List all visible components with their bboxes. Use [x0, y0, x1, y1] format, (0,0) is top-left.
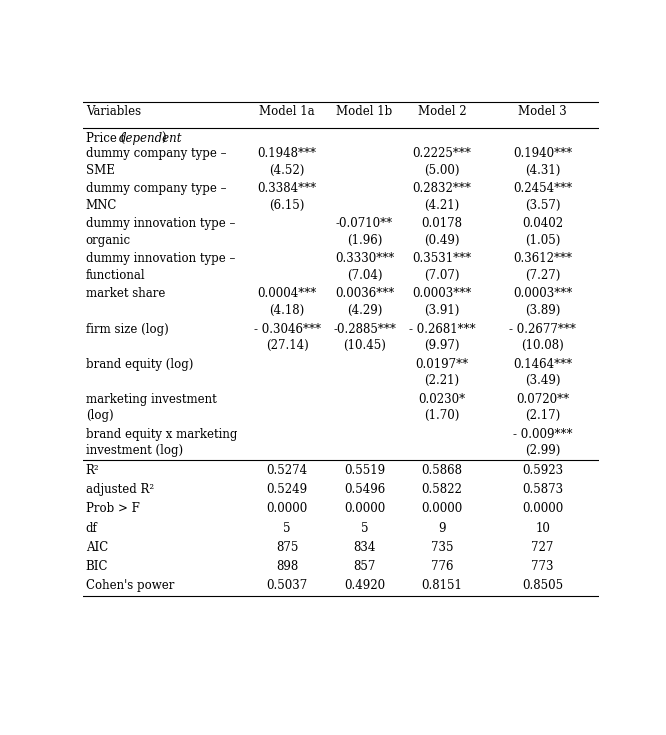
Text: 773: 773 [531, 560, 554, 573]
Text: 0.5923: 0.5923 [522, 464, 563, 477]
Text: brand equity (log): brand equity (log) [86, 358, 193, 370]
Text: 834: 834 [354, 541, 376, 554]
Text: dummy innovation type –
organic: dummy innovation type – organic [86, 218, 235, 247]
Text: 0.0402
(1.05): 0.0402 (1.05) [522, 218, 563, 247]
Text: 0.1464***
(3.49): 0.1464*** (3.49) [513, 358, 572, 387]
Text: 0.3330***
(7.04): 0.3330*** (7.04) [335, 252, 394, 282]
Text: Price (: Price ( [86, 132, 125, 145]
Text: 0.5037: 0.5037 [266, 579, 308, 592]
Text: dummy company type –
MNC: dummy company type – MNC [86, 182, 226, 212]
Text: 0.0000: 0.0000 [522, 503, 563, 515]
Text: Variables: Variables [86, 104, 141, 118]
Text: 9: 9 [438, 522, 446, 535]
Text: 0.2225***
(5.00): 0.2225*** (5.00) [412, 147, 472, 176]
Text: -0.0710**
(1.96): -0.0710** (1.96) [336, 218, 393, 247]
Text: - 0.009***
(2.99): - 0.009*** (2.99) [513, 428, 572, 457]
Text: 0.8505: 0.8505 [522, 579, 563, 592]
Text: 0.0720**
(2.17): 0.0720** (2.17) [516, 392, 569, 422]
Text: 0.4920: 0.4920 [344, 579, 385, 592]
Text: 0.0036***
(4.29): 0.0036*** (4.29) [335, 287, 394, 317]
Text: 0.0178
(0.49): 0.0178 (0.49) [422, 218, 462, 247]
Text: ): ) [161, 132, 166, 145]
Text: BIC: BIC [86, 560, 109, 573]
Text: 0.2454***
(3.57): 0.2454*** (3.57) [513, 182, 572, 212]
Text: 0.0003***
(3.91): 0.0003*** (3.91) [412, 287, 472, 317]
Text: - 0.2677***
(10.08): - 0.2677*** (10.08) [509, 323, 576, 352]
Text: 0.5496: 0.5496 [344, 483, 385, 496]
Text: 875: 875 [276, 541, 298, 554]
Text: 10: 10 [535, 522, 550, 535]
Text: 0.0000: 0.0000 [266, 503, 308, 515]
Text: 898: 898 [276, 560, 298, 573]
Text: 776: 776 [431, 560, 454, 573]
Text: Prob > F: Prob > F [86, 503, 140, 515]
Text: market share: market share [86, 287, 165, 301]
Text: 857: 857 [354, 560, 376, 573]
Text: R²: R² [86, 464, 99, 477]
Text: 0.3531***
(7.07): 0.3531*** (7.07) [412, 252, 472, 282]
Text: -0.2885***
(10.45): -0.2885*** (10.45) [333, 323, 396, 352]
Text: 0.1948***
(4.52): 0.1948*** (4.52) [258, 147, 316, 176]
Text: 735: 735 [431, 541, 454, 554]
Text: 0.5868: 0.5868 [422, 464, 462, 477]
Text: 0.5822: 0.5822 [422, 483, 462, 496]
Text: 0.8151: 0.8151 [422, 579, 462, 592]
Text: 0.2832***
(4.21): 0.2832*** (4.21) [412, 182, 472, 212]
Text: 0.0000: 0.0000 [344, 503, 385, 515]
Text: 5: 5 [361, 522, 368, 535]
Text: dummy company type –
SME: dummy company type – SME [86, 147, 226, 176]
Text: Model 1b: Model 1b [336, 104, 393, 118]
Text: df: df [86, 522, 98, 535]
Text: 0.5249: 0.5249 [266, 483, 308, 496]
Text: 0.0230*
(1.70): 0.0230* (1.70) [418, 392, 466, 422]
Text: 0.5519: 0.5519 [344, 464, 385, 477]
Text: firm size (log): firm size (log) [86, 323, 168, 335]
Text: Cohen's power: Cohen's power [86, 579, 174, 592]
Text: AIC: AIC [86, 541, 108, 554]
Text: 0.3384***
(6.15): 0.3384*** (6.15) [258, 182, 317, 212]
Text: Model 3: Model 3 [518, 104, 567, 118]
Text: - 0.2681***
(9.97): - 0.2681*** (9.97) [409, 323, 476, 352]
Text: - 0.3046***
(27.14): - 0.3046*** (27.14) [254, 323, 320, 352]
Text: Model 1a: Model 1a [259, 104, 315, 118]
Text: dependent: dependent [119, 132, 182, 145]
Text: 0.0003***
(3.89): 0.0003*** (3.89) [513, 287, 572, 317]
Text: Model 2: Model 2 [418, 104, 466, 118]
Text: adjusted R²: adjusted R² [86, 483, 154, 496]
Text: 0.5873: 0.5873 [522, 483, 563, 496]
Text: 0.3612***
(7.27): 0.3612*** (7.27) [513, 252, 572, 282]
Text: 5: 5 [283, 522, 291, 535]
Text: 727: 727 [531, 541, 554, 554]
Text: brand equity x marketing
investment (log): brand equity x marketing investment (log… [86, 428, 237, 457]
Text: dummy innovation type –
functional: dummy innovation type – functional [86, 252, 235, 282]
Text: 0.5274: 0.5274 [266, 464, 308, 477]
Text: 0.1940***
(4.31): 0.1940*** (4.31) [513, 147, 572, 176]
Text: 0.0004***
(4.18): 0.0004*** (4.18) [258, 287, 317, 317]
Text: 0.0197**
(2.21): 0.0197** (2.21) [416, 358, 469, 387]
Text: marketing investment
(log): marketing investment (log) [86, 392, 216, 422]
Text: 0.0000: 0.0000 [422, 503, 463, 515]
